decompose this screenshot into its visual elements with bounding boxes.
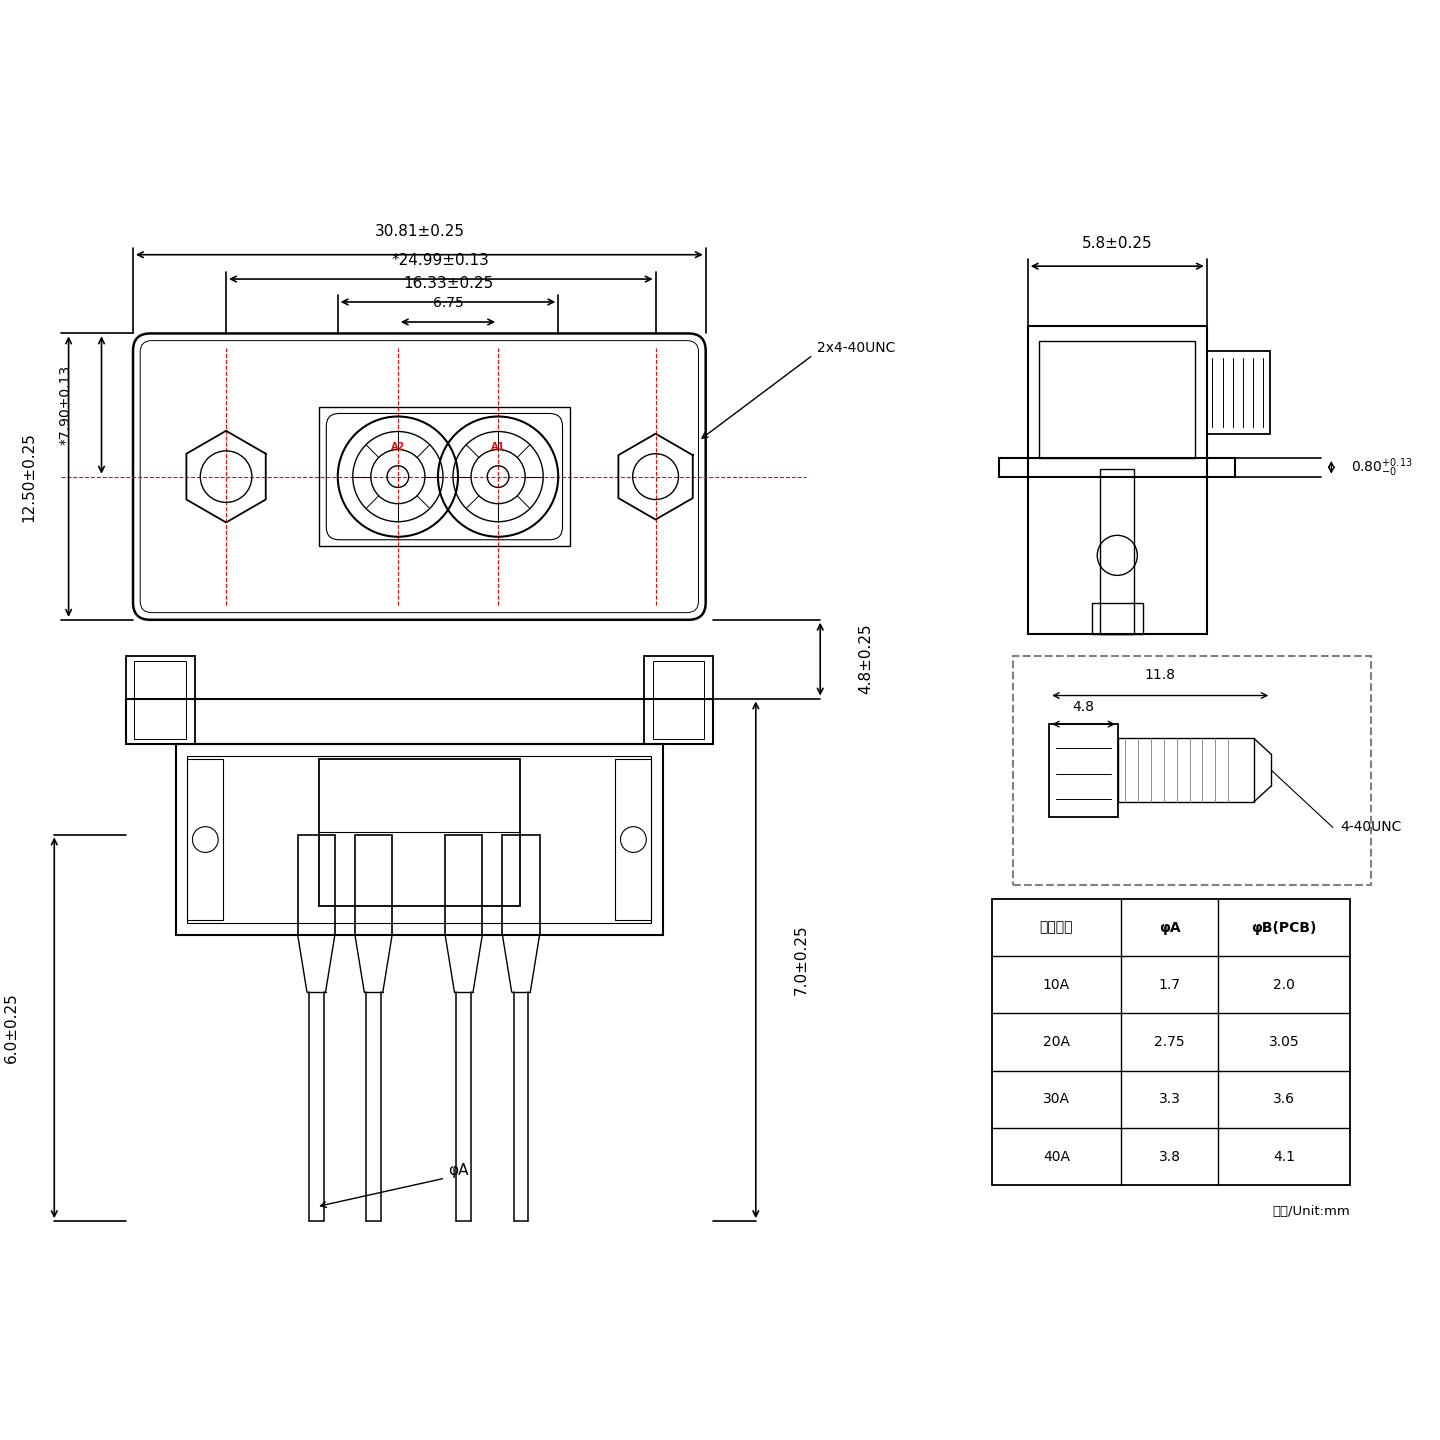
Text: 3.3: 3.3 — [1159, 1093, 1181, 1106]
Text: 12.50±0.25: 12.50±0.25 — [22, 432, 36, 521]
Text: 30.81±0.25: 30.81±0.25 — [374, 225, 464, 239]
Text: 3.8: 3.8 — [1159, 1149, 1181, 1164]
Bar — [1028, 327, 1207, 634]
Text: *7.90±0.13: *7.90±0.13 — [59, 364, 73, 445]
Text: *24.99±0.13: *24.99±0.13 — [392, 253, 490, 268]
Text: φA: φA — [448, 1164, 468, 1178]
Bar — [1050, 723, 1117, 816]
Text: 3.05: 3.05 — [1269, 1035, 1299, 1050]
Text: 4.8: 4.8 — [1073, 700, 1094, 714]
Bar — [1040, 341, 1195, 458]
Text: φA: φA — [1159, 920, 1181, 935]
Bar — [176, 744, 662, 935]
Bar — [298, 835, 336, 935]
Bar — [992, 899, 1349, 1185]
Text: 4.1: 4.1 — [1273, 1149, 1295, 1164]
Bar — [354, 835, 392, 935]
Text: 4.8±0.25: 4.8±0.25 — [858, 624, 874, 694]
Text: 0.80$^{+0.13}_{-0}$: 0.80$^{+0.13}_{-0}$ — [1351, 456, 1413, 478]
Bar — [1117, 739, 1254, 802]
Bar — [999, 458, 1236, 477]
Bar — [320, 408, 570, 546]
Text: 5.8±0.25: 5.8±0.25 — [1081, 236, 1152, 251]
Text: 16.33±0.25: 16.33±0.25 — [403, 276, 492, 291]
Bar — [503, 835, 540, 935]
Text: 3.6: 3.6 — [1273, 1093, 1295, 1106]
Text: 2.75: 2.75 — [1155, 1035, 1185, 1050]
Bar — [615, 759, 651, 920]
Text: 7.0±0.25: 7.0±0.25 — [793, 924, 809, 995]
Bar — [1092, 602, 1143, 634]
Bar — [187, 756, 651, 923]
Bar — [644, 655, 713, 744]
Bar — [125, 698, 713, 744]
Text: 4-40UNC: 4-40UNC — [1339, 821, 1401, 834]
Bar — [320, 759, 520, 906]
Text: 10A: 10A — [1043, 978, 1070, 992]
Text: 30A: 30A — [1043, 1093, 1070, 1106]
Text: 6.0±0.25: 6.0±0.25 — [4, 992, 19, 1063]
Bar — [187, 759, 223, 920]
Bar — [1014, 655, 1371, 884]
Bar — [1100, 469, 1135, 634]
Bar — [652, 661, 704, 739]
Text: 20A: 20A — [1043, 1035, 1070, 1050]
Text: A2: A2 — [390, 442, 405, 452]
Text: 单位/Unit:mm: 单位/Unit:mm — [1272, 1205, 1349, 1218]
Text: 2.0: 2.0 — [1273, 978, 1295, 992]
Text: 1.7: 1.7 — [1159, 978, 1181, 992]
Text: 2x4-40UNC: 2x4-40UNC — [818, 341, 896, 354]
Text: φB(PCB): φB(PCB) — [1251, 920, 1316, 935]
Bar — [134, 661, 186, 739]
Text: 11.8: 11.8 — [1145, 668, 1175, 683]
Text: 额定电流: 额定电流 — [1040, 920, 1073, 935]
Text: 40A: 40A — [1043, 1149, 1070, 1164]
Text: A1: A1 — [491, 442, 505, 452]
Text: 6.75: 6.75 — [432, 297, 464, 311]
Bar — [1207, 350, 1270, 433]
Bar — [445, 835, 482, 935]
Bar — [125, 655, 194, 744]
